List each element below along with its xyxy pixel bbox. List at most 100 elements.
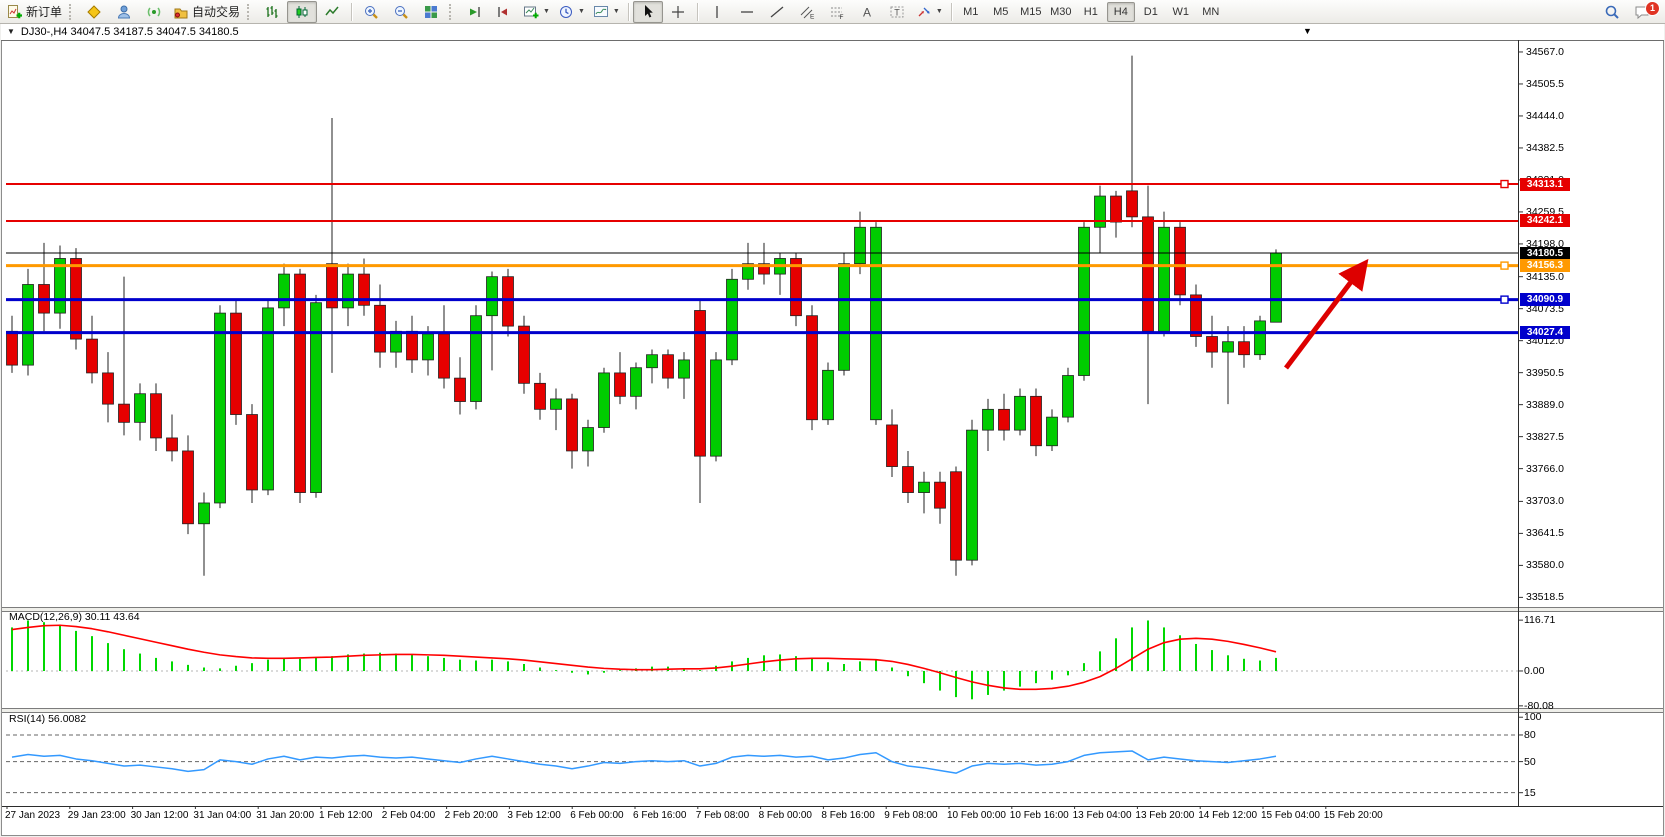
- profile-button[interactable]: [109, 1, 139, 23]
- cursor-button[interactable]: [632, 0, 663, 23]
- panel-separator[interactable]: [2, 708, 1663, 713]
- auto-scroll-button[interactable]: [459, 1, 489, 23]
- price-tick-label: 33641.5: [1526, 527, 1564, 540]
- time-axis-label: 14 Feb 12:00: [1198, 810, 1258, 821]
- quotes-button[interactable]: [79, 1, 109, 23]
- chart-window: [1, 23, 1664, 836]
- timeframe-m15[interactable]: M15: [1020, 5, 1042, 18]
- chart-menu-icon[interactable]: ▼: [7, 27, 15, 36]
- price-level-badge: 34313.1: [1520, 177, 1570, 191]
- timeframe-d1[interactable]: D1: [1143, 5, 1158, 18]
- chat-button[interactable]: 1: [1627, 0, 1660, 23]
- chevron-down-icon: ▼: [543, 8, 550, 15]
- fibonacci-button[interactable]: F: [822, 1, 852, 23]
- time-axis-label: 9 Feb 08:00: [884, 810, 938, 821]
- tile-windows-button[interactable]: [416, 1, 446, 23]
- vertical-line-button[interactable]: [702, 1, 732, 23]
- price-tick-label: 34505.5: [1526, 77, 1564, 90]
- auto-trading-button[interactable]: 自动交易: [169, 1, 244, 23]
- svg-text:T: T: [894, 7, 900, 17]
- price-level-badge: 34090.9: [1520, 293, 1570, 307]
- search-button[interactable]: [1597, 1, 1627, 23]
- price-tick-label: 34382.5: [1526, 141, 1564, 154]
- timeframe-m5[interactable]: M5: [993, 5, 1009, 18]
- price-tick-label: 34135.0: [1526, 270, 1564, 283]
- price-tick-label: 33950.5: [1526, 366, 1564, 379]
- arrows-button[interactable]: ▼: [912, 1, 947, 23]
- zoom-in-button[interactable]: [356, 1, 386, 23]
- quotes-icon: [87, 4, 101, 19]
- time-axis-label: 1 Feb 12:00: [319, 810, 373, 821]
- periods-button[interactable]: ▼: [554, 1, 589, 23]
- toolbar-separator: [950, 2, 952, 21]
- signal-icon: [147, 7, 161, 16]
- time-axis-label: 30 Jan 12:00: [130, 810, 189, 821]
- rsi-tick-label: 15: [1524, 786, 1536, 799]
- time-axis-line: [2, 806, 1663, 807]
- auto-trading-icon: [174, 8, 188, 18]
- price-level-badge: 34156.3: [1520, 259, 1570, 273]
- new-order-label: 新订单: [26, 5, 63, 19]
- text-label-button[interactable]: T: [882, 1, 912, 23]
- time-axis-label: 13 Feb 04:00: [1072, 810, 1132, 821]
- new-order-icon: [8, 4, 22, 18]
- bar-chart-button[interactable]: [257, 1, 287, 23]
- timeframe-mn[interactable]: MN: [1202, 5, 1220, 18]
- timeframe-w1[interactable]: W1: [1172, 5, 1190, 18]
- chart-title: DJ30-,H4 34047.5 34187.5 34047.5 34180.5: [20, 25, 239, 38]
- line-chart-button[interactable]: [317, 1, 347, 23]
- toolbar-separator: [351, 2, 353, 21]
- time-axis-label: 31 Jan 04:00: [193, 810, 252, 821]
- toolbar-handle: [449, 3, 456, 20]
- rsi-tick-label: 80: [1524, 728, 1536, 741]
- vertical-line-icon: [716, 5, 718, 18]
- candlestick-chart-button[interactable]: [287, 0, 318, 23]
- timeframe-m1[interactable]: M1: [963, 5, 979, 18]
- toolbar-separator: [696, 2, 698, 21]
- timeframe-m30[interactable]: M30: [1050, 5, 1072, 18]
- crosshair-icon: [671, 5, 684, 18]
- signals-button[interactable]: [139, 1, 169, 23]
- tile-windows-icon: [425, 5, 438, 18]
- time-axis-label: 8 Feb 00:00: [758, 810, 812, 821]
- zoom-out-icon: [395, 5, 408, 19]
- toolbar-separator: [627, 2, 629, 21]
- price-tick-label: 33827.5: [1526, 430, 1564, 443]
- templates-button[interactable]: ▼: [589, 1, 624, 23]
- add-indicator-icon: [524, 6, 539, 18]
- template-icon: [593, 5, 608, 17]
- zoom-out-button[interactable]: [386, 1, 416, 23]
- horizontal-line-icon: [740, 10, 753, 13]
- text-icon: A: [863, 5, 871, 19]
- time-axis-label: 27 Jan 2023: [5, 810, 61, 821]
- horizontal-line-button[interactable]: [732, 1, 762, 23]
- time-axis-label: 8 Feb 16:00: [821, 810, 875, 821]
- profile-icon: [118, 5, 131, 18]
- new-order-button[interactable]: 新订单: [3, 1, 66, 23]
- price-tick-label: 33766.0: [1526, 462, 1564, 475]
- price-level-badge: 34242.1: [1520, 214, 1570, 228]
- auto-trading-label: 自动交易: [192, 5, 241, 19]
- chart-shift-icon: [498, 6, 508, 17]
- equidistant-channel-button[interactable]: E: [792, 1, 822, 23]
- time-axis-label: 13 Feb 20:00: [1135, 810, 1195, 821]
- clock-icon: [559, 5, 572, 18]
- panel-separator[interactable]: [2, 607, 1663, 612]
- chevron-down-icon: ▼: [612, 8, 620, 15]
- chart-titlebar[interactable]: ▼ DJ30-,H4 34047.5 34187.5 34047.5 34180…: [1, 23, 1664, 41]
- timeframe-h1[interactable]: H1: [1083, 5, 1098, 18]
- bar-chart-icon: [266, 5, 278, 18]
- time-axis-label: 15 Feb 20:00: [1323, 810, 1383, 821]
- text-button[interactable]: A: [852, 1, 882, 23]
- crosshair-button[interactable]: [663, 1, 693, 23]
- timeframe-h4[interactable]: H4: [1106, 1, 1135, 22]
- chart-shift-button[interactable]: [489, 1, 519, 23]
- svg-text:F: F: [839, 14, 843, 20]
- toolbar-handle: [69, 3, 76, 20]
- zoom-in-icon: [365, 5, 378, 19]
- price-tick-label: 34567.0: [1526, 45, 1564, 58]
- chart-shift-marker[interactable]: ▼: [1303, 26, 1312, 36]
- arrows-icon: [918, 7, 930, 16]
- indicators-button[interactable]: ▼: [519, 1, 554, 23]
- trendline-button[interactable]: [762, 1, 792, 23]
